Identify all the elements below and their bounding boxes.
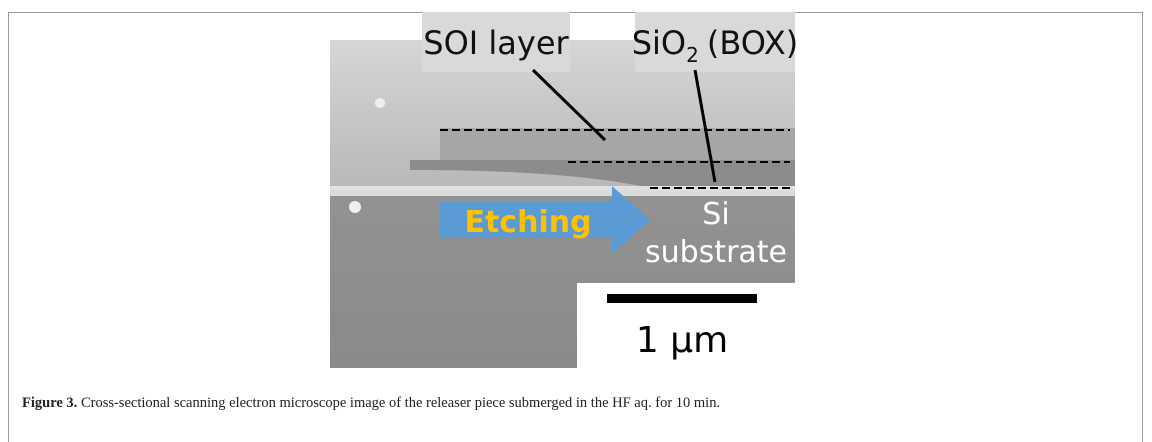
page: {"figure": { "labels": { "soi_layer": "S… (0, 0, 1152, 437)
substrate-label: substrate (645, 235, 787, 270)
substrate-label: Si (702, 197, 729, 232)
etching-label: Etching (464, 205, 591, 240)
sem-figure: SOI layer SiO2 (BOX) Etching Si substrate… (0, 0, 1152, 437)
box-label-subscript: 2 (686, 43, 699, 67)
scale-bar (607, 294, 757, 303)
box-label: SiO2 (BOX) (632, 24, 799, 67)
caption-label: Figure 3. (22, 395, 77, 411)
scale-label: 1 μm (636, 320, 728, 361)
soi-layer-region (440, 128, 795, 160)
soi-label: SOI layer (423, 24, 569, 62)
figure-caption: Figure 3. Cross-sectional scanning elect… (22, 395, 720, 412)
box-label-suffix: (BOX) (707, 24, 798, 62)
particle (349, 201, 361, 213)
box-label-base: SiO (632, 24, 686, 62)
caption-text: Cross-sectional scanning electron micros… (81, 395, 720, 411)
particle (375, 98, 385, 108)
